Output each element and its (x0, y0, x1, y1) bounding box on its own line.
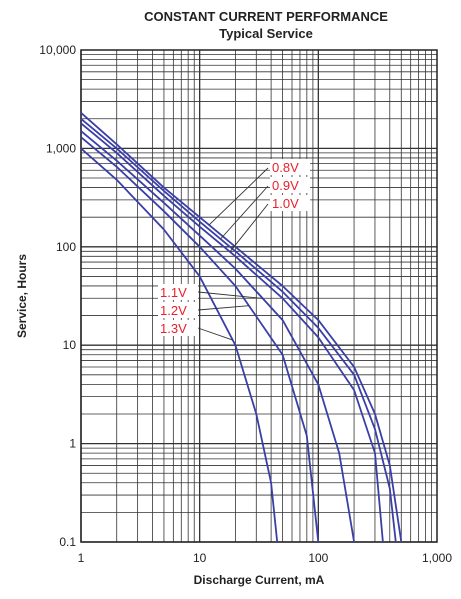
label-bg (158, 302, 198, 318)
leader-line (220, 185, 269, 240)
label-bg (270, 177, 310, 193)
x-tick-label: 100 (308, 551, 328, 565)
leader-line (229, 203, 269, 253)
y-tick-label: 10,000 (39, 43, 76, 57)
chart-title: CONSTANT CURRENT PERFORMANCE (144, 9, 388, 24)
leader-line (197, 291, 263, 299)
series-label: 0.9V (272, 178, 299, 193)
label-bg (270, 159, 310, 175)
label-layer: 0.8V 0.9V 1.0V 1.1V 1.2V 1.3V (158, 159, 310, 336)
series-layer (80, 112, 403, 543)
series-line-1-0v (80, 122, 384, 543)
y-tick-label: 0.1 (59, 535, 76, 549)
y-tick-label: 1 (69, 437, 76, 451)
series-line-0-9v (80, 118, 397, 543)
series-label: 1.3V (160, 321, 187, 336)
leader-line (208, 167, 269, 226)
label-bg (158, 320, 198, 336)
y-tick-label: 10 (63, 338, 77, 352)
chart-subtitle: Typical Service (219, 26, 313, 41)
series-line-0-8v (80, 112, 403, 543)
x-tick-label: 1 (78, 551, 85, 565)
series-label: 1.1V (160, 285, 187, 300)
plot-frame (80, 49, 438, 543)
x-axis-title: Discharge Current, mA (194, 573, 325, 587)
leader-line (197, 327, 233, 341)
series-label: 1.0V (272, 196, 299, 211)
label-bg (270, 195, 310, 211)
x-tick-label: 10 (193, 551, 207, 565)
y-axis-title: Service, Hours (15, 254, 29, 338)
x-tick-label: 1,000 (422, 551, 452, 565)
y-tick-label: 1,000 (46, 141, 76, 155)
grid-layer (80, 50, 437, 543)
series-label: 1.2V (160, 303, 187, 318)
leader-line (197, 305, 249, 311)
y-tick-label: 100 (56, 240, 76, 254)
leader-layer (197, 167, 269, 341)
series-label: 0.8V (272, 160, 299, 175)
series-line-1-3v (80, 147, 279, 543)
series-line-1-2v (80, 136, 320, 543)
label-bg (158, 284, 198, 300)
series-line-1-1v (80, 130, 355, 543)
